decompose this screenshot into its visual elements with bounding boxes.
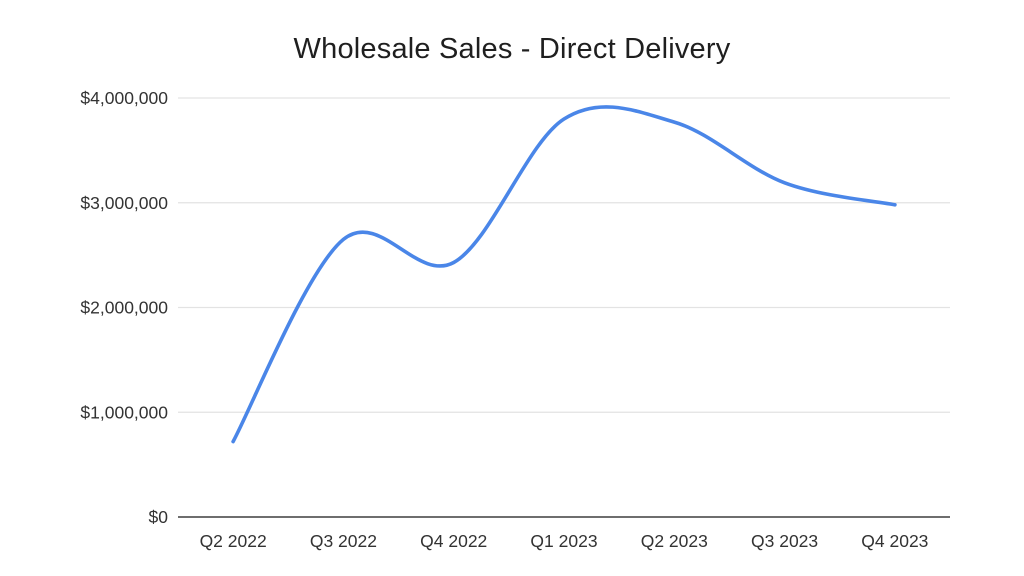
chart-title: Wholesale Sales - Direct Delivery (293, 33, 731, 65)
y-tick-label: $2,000,000 (80, 298, 168, 318)
x-tick-label: Q1 2023 (530, 531, 597, 551)
y-tick-label: $1,000,000 (80, 402, 168, 422)
x-tick-label: Q4 2022 (420, 531, 487, 551)
y-tick-label: $0 (149, 507, 169, 527)
y-tick-label: $4,000,000 (80, 88, 168, 108)
x-tick-label: Q4 2023 (861, 531, 928, 551)
x-tick-label: Q3 2022 (310, 531, 377, 551)
series-line[interactable] (231, 105, 897, 444)
y-tick-label: $3,000,000 (80, 193, 168, 213)
x-tick-label: Q2 2023 (641, 531, 708, 551)
x-tick-label: Q2 2022 (200, 531, 267, 551)
x-tick-label: Q3 2023 (751, 531, 818, 551)
